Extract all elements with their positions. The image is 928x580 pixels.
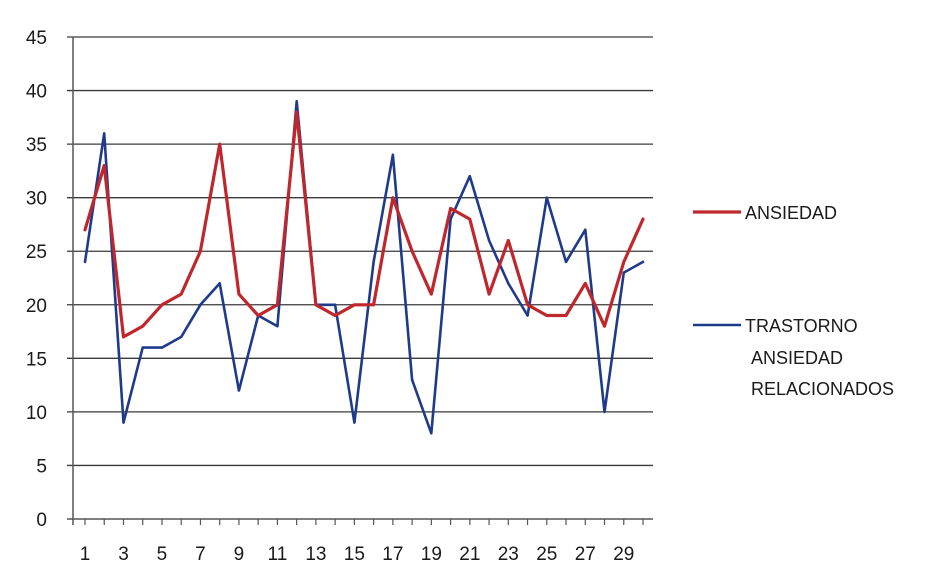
gridlines xyxy=(67,36,653,467)
x-tick-label-15: 15 xyxy=(344,544,365,565)
legend-label-line-2: ANSIEDAD xyxy=(751,348,843,368)
y-tick-label-20: 20 xyxy=(26,296,47,317)
data-point-ansiedad-30 xyxy=(641,217,645,221)
y-tick-label-45: 45 xyxy=(26,28,47,49)
legend-label-line-3: RELACIONADOS xyxy=(751,379,894,399)
data-point-trastorno-ansiedad-relacionados-11 xyxy=(276,325,279,328)
data-point-ansiedad-26 xyxy=(564,314,568,317)
data-point-ansiedad-10 xyxy=(256,314,260,317)
series-ansiedad xyxy=(83,110,645,339)
data-point-ansiedad-24 xyxy=(526,303,529,306)
axes xyxy=(67,37,653,525)
data-point-trastorno-ansiedad-relacionados-25 xyxy=(545,196,548,199)
y-tick-label-25: 25 xyxy=(26,242,47,263)
x-tick-label-23: 23 xyxy=(498,544,519,565)
data-point-ansiedad-9 xyxy=(237,292,241,296)
y-tick-label-40: 40 xyxy=(26,82,47,103)
data-point-trastorno-ansiedad-relacionados-16 xyxy=(372,260,375,264)
data-point-ansiedad-27 xyxy=(584,282,587,285)
data-point-ansiedad-15 xyxy=(353,303,356,306)
data-point-ansiedad-20 xyxy=(449,207,452,210)
data-point-ansiedad-25 xyxy=(545,314,548,317)
x-tick-label-13: 13 xyxy=(305,544,326,565)
data-point-trastorno-ansiedad-relacionados-2 xyxy=(103,132,106,135)
data-point-trastorno-ansiedad-relacionados-23 xyxy=(507,282,510,285)
data-point-trastorno-ansiedad-relacionados-20 xyxy=(449,217,452,221)
legend-label-line-1: TRASTORNO xyxy=(745,316,858,336)
data-point-ansiedad-6 xyxy=(180,292,183,296)
x-tick-label-27: 27 xyxy=(575,544,596,565)
data-point-ansiedad-4 xyxy=(141,325,144,328)
data-point-trastorno-ansiedad-relacionados-14 xyxy=(333,303,337,306)
data-point-trastorno-ansiedad-relacionados-6 xyxy=(180,335,183,339)
y-tick-label-5: 5 xyxy=(36,456,47,477)
data-point-trastorno-ansiedad-relacionados-1 xyxy=(83,260,87,264)
data-point-trastorno-ansiedad-relacionados-12 xyxy=(295,100,298,103)
data-point-ansiedad-11 xyxy=(276,303,279,306)
data-point-trastorno-ansiedad-relacionados-21 xyxy=(468,175,472,178)
x-tick-label-11: 11 xyxy=(268,544,288,565)
data-point-ansiedad-2 xyxy=(103,164,106,167)
series-lines xyxy=(83,100,645,435)
data-point-trastorno-ansiedad-relacionados-15 xyxy=(353,421,356,424)
data-point-trastorno-ansiedad-relacionados-17 xyxy=(391,153,395,157)
data-point-ansiedad-5 xyxy=(160,303,164,306)
series-line-ansiedad xyxy=(83,110,645,339)
data-point-trastorno-ansiedad-relacionados-27 xyxy=(584,228,587,231)
data-point-ansiedad-8 xyxy=(218,142,221,146)
data-point-trastorno-ansiedad-relacionados-4 xyxy=(141,346,144,349)
legend: ANSIEDAD TRASTORNO ANSIEDAD RELACIONADOS xyxy=(693,203,894,399)
data-point-ansiedad-3 xyxy=(122,335,125,339)
x-tick-label-19: 19 xyxy=(421,544,442,565)
x-tick-label-17: 17 xyxy=(382,544,403,565)
x-tick-label-1: 1 xyxy=(80,544,91,565)
data-point-ansiedad-16 xyxy=(372,303,375,306)
x-tick-label-7: 7 xyxy=(195,544,206,565)
x-tick-label-29: 29 xyxy=(613,544,634,565)
data-point-ansiedad-22 xyxy=(487,292,491,296)
x-tick-label-25: 25 xyxy=(536,544,557,565)
y-tick-label-30: 30 xyxy=(26,189,47,210)
x-tick-labels: 1 3 5 7 9 11 13 15 17 19 21 23 25 27 29 xyxy=(80,519,644,565)
data-point-trastorno-ansiedad-relacionados-22 xyxy=(487,239,491,242)
data-point-ansiedad-12 xyxy=(295,110,298,114)
data-point-trastorno-ansiedad-relacionados-8 xyxy=(218,282,221,285)
series-line-trastorno-ansiedad-relacionados xyxy=(83,100,645,435)
data-point-trastorno-ansiedad-relacionados-30 xyxy=(641,260,645,264)
data-point-trastorno-ansiedad-relacionados-28 xyxy=(603,410,606,414)
data-point-ansiedad-14 xyxy=(333,314,337,317)
legend-label-ansiedad: ANSIEDAD xyxy=(745,203,837,223)
data-point-ansiedad-29 xyxy=(622,260,625,264)
data-point-ansiedad-17 xyxy=(391,196,395,199)
data-point-trastorno-ansiedad-relacionados-19 xyxy=(430,432,433,435)
y-tick-label-0: 0 xyxy=(36,510,47,531)
data-point-ansiedad-7 xyxy=(199,250,202,253)
y-tick-label-10: 10 xyxy=(26,403,47,424)
data-point-trastorno-ansiedad-relacionados-3 xyxy=(122,421,125,424)
x-tick-label-9: 9 xyxy=(234,544,245,565)
data-point-trastorno-ansiedad-relacionados-9 xyxy=(237,389,241,392)
x-tick-label-3: 3 xyxy=(118,544,129,565)
data-point-trastorno-ansiedad-relacionados-7 xyxy=(199,303,202,306)
y-tick-label-15: 15 xyxy=(26,349,47,370)
data-point-ansiedad-19 xyxy=(430,292,433,296)
x-tick-label-5: 5 xyxy=(157,544,168,565)
data-point-trastorno-ansiedad-relacionados-26 xyxy=(564,260,568,264)
data-point-ansiedad-18 xyxy=(410,250,414,253)
data-point-trastorno-ansiedad-relacionados-24 xyxy=(526,314,529,317)
data-point-ansiedad-13 xyxy=(314,303,318,306)
data-point-ansiedad-23 xyxy=(507,239,510,242)
data-point-ansiedad-1 xyxy=(83,228,87,231)
data-point-trastorno-ansiedad-relacionados-29 xyxy=(622,271,625,274)
y-tick-label-35: 35 xyxy=(26,135,47,156)
data-point-ansiedad-21 xyxy=(468,217,472,221)
y-tick-labels: 0 5 10 15 20 25 30 35 40 45 xyxy=(26,28,47,531)
data-point-trastorno-ansiedad-relacionados-5 xyxy=(160,346,164,349)
data-point-trastorno-ansiedad-relacionados-18 xyxy=(410,378,414,381)
series-trastorno-ansiedad-relacionados xyxy=(83,100,645,435)
data-point-ansiedad-28 xyxy=(603,325,606,328)
x-tick-label-21: 21 xyxy=(459,544,480,565)
